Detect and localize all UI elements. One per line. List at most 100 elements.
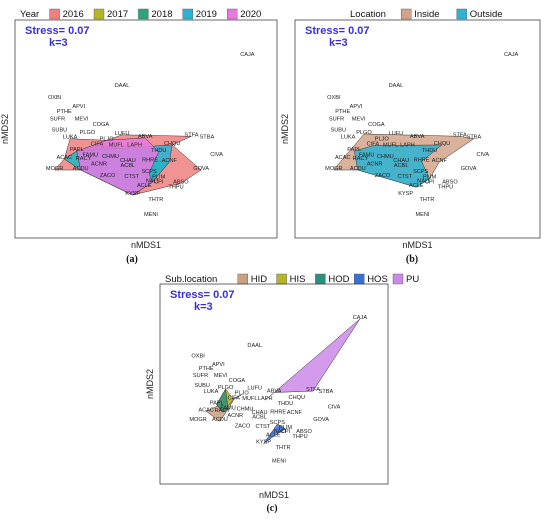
point-label: ZACO <box>235 424 251 430</box>
point-label: THTR <box>419 197 434 203</box>
panel-caption: (b) <box>406 254 418 265</box>
point-label: LAPH <box>258 396 273 402</box>
point-label: KYSP <box>125 191 140 197</box>
point-label: FAMU <box>220 405 236 411</box>
point-label: CHQU <box>164 141 180 147</box>
x-axis-label: nMDS1 <box>259 490 289 500</box>
point-label: CAJA <box>353 315 368 321</box>
point-label: ACBL <box>394 163 409 169</box>
panel-1: Location Inside Outside CAJA DAAL OXBI APVIPTH… <box>280 8 541 265</box>
point-label: ACNF <box>162 158 178 164</box>
point-label: LUFU <box>247 386 262 392</box>
legend-swatch <box>226 8 238 20</box>
point-label: SUBU <box>52 128 68 134</box>
point-label: STFA <box>453 132 467 138</box>
point-label: CHMU <box>102 154 119 160</box>
point-label: CIFA <box>91 142 104 148</box>
hull-HOS <box>263 423 286 444</box>
point-label: RACY <box>353 156 369 162</box>
point-label: DAAL <box>247 343 262 349</box>
point-label: CPI <box>425 179 435 185</box>
k-value: k=3 <box>49 37 68 49</box>
point-label: PLIM <box>279 425 292 431</box>
point-label: CTST <box>256 424 271 430</box>
point-label: GOVA <box>193 166 209 172</box>
point-label: ACDU <box>212 417 228 423</box>
legend-swatch <box>49 8 60 20</box>
point-label: PTHE <box>335 109 350 115</box>
legend: Location Inside Outside <box>350 8 503 20</box>
point-label: CHMU <box>237 407 254 413</box>
point-label: OXBI <box>48 95 62 101</box>
legend-entry: HID <box>251 274 267 285</box>
point-label: SCPS <box>141 169 157 175</box>
point-label: SCPS <box>413 169 429 175</box>
legend: Sub.location HID HIS HOD HOS PU <box>165 273 419 285</box>
point-label: THPU <box>292 434 307 440</box>
point-label: CAJA <box>240 52 255 58</box>
legend-swatch <box>354 273 365 285</box>
point-label: LAPH <box>127 143 142 149</box>
point-label: CTST <box>124 174 139 180</box>
plot-frame <box>294 19 541 239</box>
k-value: k=3 <box>329 37 348 49</box>
point-label: MENI <box>144 212 158 218</box>
point-label: CIFA <box>367 142 380 148</box>
point-label: SUBU <box>331 128 347 134</box>
point-label: APVI <box>72 104 85 110</box>
stress-value: Stress= 0.07 <box>25 25 90 37</box>
point-label: APVI <box>350 104 363 110</box>
point-label: MEVI <box>214 373 228 379</box>
stress-value: Stress= 0.07 <box>305 25 370 37</box>
legend-entry: HIS <box>290 274 306 285</box>
legend-swatch <box>237 273 249 285</box>
legend-swatch <box>392 273 404 285</box>
point-label: CHQU <box>434 141 450 147</box>
point-label: ACNR <box>227 413 243 419</box>
point-label: GOVA <box>461 166 477 172</box>
point-label: LUFU <box>389 131 404 137</box>
point-label: ACAC <box>335 155 351 161</box>
point-label: PLGO <box>218 385 234 391</box>
point-label: SUFR <box>50 117 65 123</box>
point-label: DAAL <box>115 83 130 89</box>
legend-swatch <box>401 8 412 20</box>
point-label: COGA <box>368 122 385 128</box>
plot-frame <box>14 19 278 239</box>
point-label: OXBI <box>327 95 341 101</box>
point-label: STBA <box>200 135 215 141</box>
point-label: PAPL <box>210 400 224 406</box>
point-label: ACNF <box>287 410 303 416</box>
point-label: MOGR <box>189 417 206 423</box>
point-label: ABVA <box>138 134 153 140</box>
point-label: DAAL <box>389 83 404 89</box>
legend-entry: 2019 <box>196 9 217 20</box>
point-label: PLGO <box>80 130 96 136</box>
point-label: SUFR <box>329 117 344 123</box>
point-label: LUKA <box>341 135 356 141</box>
point-label: CHQU <box>289 395 305 401</box>
legend-entry: 2020 <box>240 9 261 20</box>
legend-swatch <box>315 273 326 285</box>
point-label: CHAU <box>393 158 409 164</box>
legend: Year 2016 2017 2018 2019 2020 <box>20 8 261 20</box>
legend-entry: 2017 <box>107 9 128 20</box>
point-label: THTR <box>148 197 163 203</box>
point-label: PLJO <box>375 136 390 142</box>
point-label: CHMU <box>377 154 394 160</box>
point-label: THDU <box>422 148 438 154</box>
point-label: COGA <box>93 122 110 128</box>
y-axis-label: nMDS2 <box>0 114 10 144</box>
point-label: PTHE <box>57 109 72 115</box>
hull-Outside <box>354 144 443 188</box>
point-label: ACLE <box>409 183 424 189</box>
point-label: NALI <box>417 178 430 184</box>
point-label: ACBL <box>252 414 267 420</box>
panel-2: Sub.location HID HIS HOD HOS PU CAJA DAAL OXBI AP… <box>145 273 419 514</box>
x-axis-label: nMDS1 <box>402 240 432 250</box>
point-label: SUFR <box>193 373 208 379</box>
point-label: LUKA <box>204 389 219 395</box>
point-label: PTHE <box>199 366 214 372</box>
point-label: FAMU <box>359 153 375 159</box>
point-label: RHRE <box>270 410 286 416</box>
